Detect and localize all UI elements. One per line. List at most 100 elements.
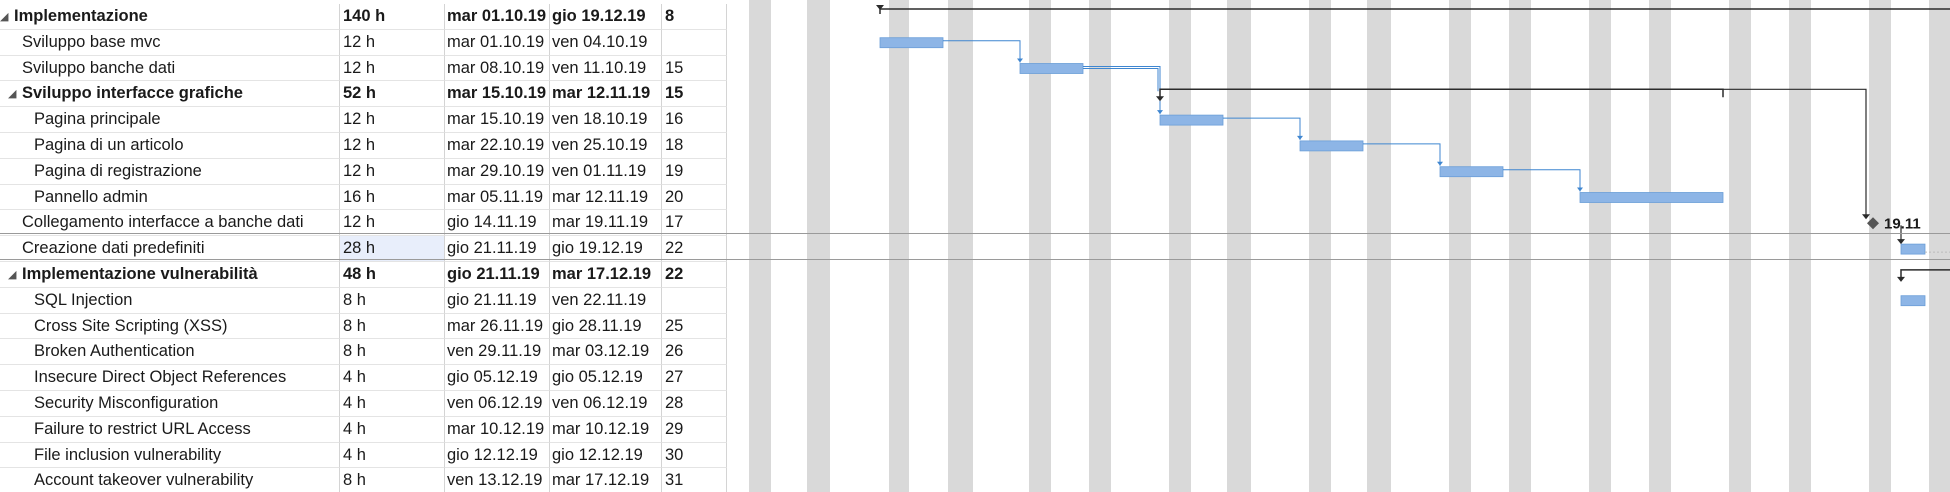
task-duration-cell[interactable]: 8 h [340,313,445,340]
task-duration-cell[interactable]: 4 h [340,416,445,443]
task-row[interactable]: ◢ Implementazione 140 h mar 01.10.19 gio 19.… [0,4,727,30]
task-duration-cell[interactable]: 16 h [340,184,445,211]
task-end-cell[interactable]: gio 19.12.19 [550,236,662,262]
task-duration-cell[interactable]: 12 h [340,158,445,185]
task-duration-cell[interactable]: 12 h [340,29,445,56]
task-name-cell[interactable]: Pannello admin [0,184,340,211]
task-end-cell[interactable]: ven 11.10.19 [550,55,662,82]
task-row[interactable]: Sviluppo base mvc 12 h mar 01.10.19 ven 04.… [0,29,727,56]
task-duration-cell[interactable]: 12 h [340,55,445,82]
collapse-triangle-icon[interactable]: ◢ [0,11,9,23]
task-name-cell[interactable]: Collegamento interfacce a banche dati [0,210,340,237]
task-duration-cell[interactable]: 4 h [340,391,445,417]
task-row[interactable]: Pagina di registrazione 12 h mar 29.10.19 v… [0,158,727,185]
task-predecessor-cell[interactable]: 25 [662,313,727,340]
task-row[interactable]: Pagina di un articolo 12 h mar 22.10.19 ven… [0,133,727,159]
task-predecessor-cell[interactable]: 16 [662,107,727,133]
task-end-cell[interactable]: ven 04.10.19 [550,29,662,56]
task-duration-cell[interactable]: 140 h [340,4,445,30]
task-start-cell[interactable]: gio 14.11.19 [445,210,550,237]
task-predecessor-cell[interactable]: 28 [662,391,727,417]
task-row[interactable]: Sviluppo banche dati 12 h mar 08.10.19 ven … [0,55,727,82]
task-duration-cell[interactable]: 28 h [340,236,445,262]
task-name-cell[interactable]: Broken Authentication [0,339,340,366]
task-name-cell[interactable]: Cross Site Scripting (XSS) [0,313,340,340]
task-end-cell[interactable]: gio 28.11.19 [550,313,662,340]
task-end-cell[interactable]: mar 12.11.19 [550,184,662,211]
task-name-cell[interactable]: ◢ Implementazione vulnerabilità [0,262,340,288]
task-start-cell[interactable]: gio 12.12.19 [445,442,550,469]
task-predecessor-cell[interactable]: 19 [662,158,727,185]
task-end-cell[interactable]: gio 05.12.19 [550,365,662,391]
task-predecessor-cell[interactable]: 22 [662,262,727,288]
task-end-cell[interactable]: mar 17.12.19 [550,262,662,288]
task-duration-cell[interactable]: 4 h [340,442,445,469]
task-start-cell[interactable]: mar 22.10.19 [445,133,550,159]
task-predecessor-cell[interactable]: 22 [662,236,727,262]
task-end-cell[interactable]: mar 03.12.19 [550,339,662,366]
task-predecessor-cell[interactable]: 8 [662,4,727,30]
task-predecessor-cell[interactable]: 27 [662,365,727,391]
task-predecessor-cell[interactable]: 15 [662,81,727,108]
task-predecessor-cell[interactable]: 26 [662,339,727,366]
task-duration-cell[interactable]: 4 h [340,365,445,391]
task-name-cell[interactable]: File inclusion vulnerability [0,442,340,469]
task-duration-cell[interactable]: 12 h [340,133,445,159]
task-row[interactable]: Broken Authentication 8 h ven 29.11.19 mar … [0,339,727,366]
task-name-cell[interactable]: ◢ Sviluppo interfacce grafiche [0,81,340,108]
task-end-cell[interactable]: mar 12.11.19 [550,81,662,108]
task-predecessor-cell[interactable] [662,29,727,56]
task-end-cell[interactable]: ven 01.11.19 [550,158,662,185]
task-predecessor-cell[interactable]: 15 [662,55,727,82]
task-duration-cell[interactable]: 12 h [340,107,445,133]
task-start-cell[interactable]: mar 15.10.19 [445,107,550,133]
task-predecessor-cell[interactable]: 18 [662,133,727,159]
collapse-triangle-icon[interactable]: ◢ [8,269,17,281]
task-name-cell[interactable]: Creazione dati predefiniti [0,236,340,262]
task-row[interactable]: SQL Injection 8 h gio 21.11.19 ven 22.11.19 [0,287,727,314]
task-row[interactable]: Collegamento interfacce a banche dati 12 … [0,210,727,237]
task-predecessor-cell[interactable]: 31 [662,468,727,492]
task-start-cell[interactable]: mar 01.10.19 [445,4,550,30]
task-name-cell[interactable]: ◢ Implementazione [0,4,340,30]
task-duration-cell[interactable]: 8 h [340,339,445,366]
task-predecessor-cell[interactable] [662,287,727,314]
task-predecessor-cell[interactable]: 20 [662,184,727,211]
task-row[interactable]: ◢ Sviluppo interfacce grafiche 52 h mar 15.… [0,81,727,108]
collapse-triangle-icon[interactable]: ◢ [8,88,17,101]
task-row[interactable]: File inclusion vulnerability 4 h gio 12.12… [0,442,727,469]
task-end-cell[interactable]: gio 19.12.19 [550,4,662,30]
task-start-cell[interactable]: gio 05.12.19 [445,365,550,391]
task-duration-cell[interactable]: 12 h [340,210,445,237]
task-start-cell[interactable]: ven 06.12.19 [445,391,550,417]
task-start-cell[interactable]: gio 21.11.19 [445,287,550,314]
task-duration-cell[interactable]: 8 h [340,287,445,314]
task-end-cell[interactable]: ven 25.10.19 [550,133,662,159]
task-duration-cell[interactable]: 8 h [340,468,445,492]
task-duration-cell[interactable]: 48 h [340,262,445,288]
task-name-cell[interactable]: Failure to restrict URL Access [0,416,340,443]
task-row[interactable]: Account takeover vulnerability 8 h ven 13.… [0,468,727,492]
task-end-cell[interactable]: mar 19.11.19 [550,210,662,237]
task-predecessor-cell[interactable]: 17 [662,210,727,237]
task-start-cell[interactable]: mar 26.11.19 [445,313,550,340]
task-end-cell[interactable]: ven 22.11.19 [550,287,662,314]
task-name-cell[interactable]: Security Misconfiguration [0,391,340,417]
task-row[interactable]: Insecure Direct Object References 4 h gio … [0,365,727,391]
task-end-cell[interactable]: ven 06.12.19 [550,391,662,417]
task-name-cell[interactable]: Pagina di un articolo [0,133,340,159]
task-row[interactable]: Pagina principale 12 h mar 15.10.19 ven 18.… [0,107,727,133]
task-row[interactable]: Pannello admin 16 h mar 05.11.19 mar 12.11.… [0,184,727,211]
task-duration-cell[interactable]: 52 h [340,81,445,108]
task-start-cell[interactable]: mar 01.10.19 [445,29,550,56]
task-name-cell[interactable]: Account takeover vulnerability [0,468,340,492]
task-predecessor-cell[interactable]: 30 [662,442,727,469]
task-row[interactable]: Failure to restrict URL Access 4 h mar 10.… [0,416,727,443]
task-row[interactable]: ◢ Implementazione vulnerabilità 48 h gio 21… [0,262,727,288]
task-end-cell[interactable]: mar 10.12.19 [550,416,662,443]
task-end-cell[interactable]: gio 12.12.19 [550,442,662,469]
task-start-cell[interactable]: mar 29.10.19 [445,158,550,185]
task-name-cell[interactable]: Pagina di registrazione [0,158,340,185]
task-end-cell[interactable]: mar 17.12.19 [550,468,662,492]
task-start-cell[interactable]: gio 21.11.19 [445,262,550,288]
